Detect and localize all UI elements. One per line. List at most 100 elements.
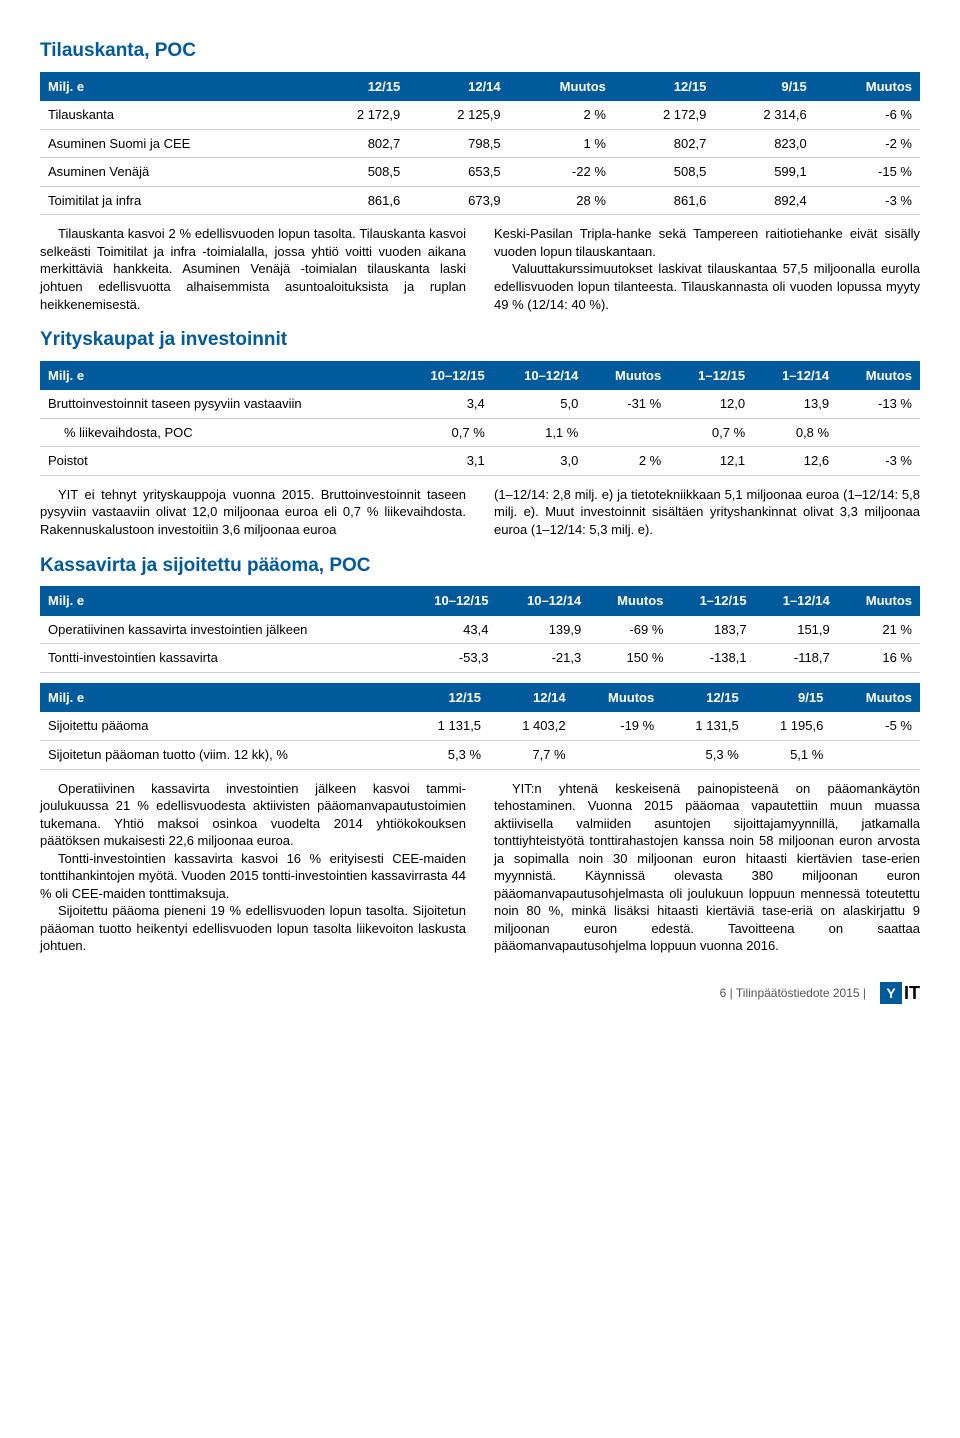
table-cell: -13 % — [837, 390, 920, 418]
table-cell: 2 172,9 — [308, 101, 408, 129]
th: 10–12/15 — [399, 361, 493, 391]
table-row: Bruttoinvestoinnit taseen pysyviin vasta… — [40, 390, 920, 418]
table-cell: -69 % — [589, 616, 671, 644]
table-cell: 673,9 — [408, 186, 508, 215]
table-cell: % liikevaihdosta, POC — [40, 418, 399, 447]
table-cell: -53,3 — [404, 644, 497, 673]
table-row: Operatiivinen kassavirta investointien j… — [40, 616, 920, 644]
table-row: Toimitilat ja infra861,6673,928 %861,689… — [40, 186, 920, 215]
table-cell: 43,4 — [404, 616, 497, 644]
table-cell: Sijoitetun pääoman tuotto (viim. 12 kk),… — [40, 740, 404, 769]
table-cell: 861,6 — [614, 186, 714, 215]
table-cell: -19 % — [574, 712, 663, 740]
table-cell: -31 % — [586, 390, 669, 418]
table-row: Sijoitettu pääoma1 131,51 403,2-19 %1 13… — [40, 712, 920, 740]
text-columns-3: Operatiivinen kassavirta investointien j… — [40, 780, 920, 955]
table-cell: Toimitilat ja infra — [40, 186, 308, 215]
th: 10–12/14 — [493, 361, 587, 391]
section-title-kassavirta: Kassavirta ja sijoitettu pääoma, POC — [40, 553, 920, 579]
table-cell: 139,9 — [496, 616, 589, 644]
para: Operatiivinen kassavirta investointien j… — [40, 780, 466, 850]
th: 9/15 — [714, 72, 814, 102]
para: YIT ei tehnyt yrityskauppoja vuonna 2015… — [40, 486, 466, 539]
table-cell: 183,7 — [671, 616, 754, 644]
para: (1–12/14: 2,8 milj. e) ja tietotekniikka… — [494, 486, 920, 539]
th: Milj. e — [40, 72, 308, 102]
table-cell: 1 195,6 — [747, 712, 832, 740]
table-cell: 12,6 — [753, 447, 837, 476]
th: 1–12/15 — [671, 586, 754, 616]
th: 12/15 — [308, 72, 408, 102]
text-columns-1: Tilauskanta kasvoi 2 % edellisvuoden lop… — [40, 225, 920, 313]
table-cell: 823,0 — [714, 129, 814, 158]
table-cell: 151,9 — [755, 616, 838, 644]
table-cell: 5,3 % — [662, 740, 747, 769]
table-row: Poistot3,13,02 %12,112,6-3 % — [40, 447, 920, 476]
table-cell: -21,3 — [496, 644, 589, 673]
table-cell: 802,7 — [308, 129, 408, 158]
table-cell: 3,0 — [493, 447, 587, 476]
th: Muutos — [815, 72, 920, 102]
table-row: Asuminen Suomi ja CEE802,7798,51 %802,78… — [40, 129, 920, 158]
table-cell: 1 131,5 — [404, 712, 489, 740]
table-cell: 2 % — [509, 101, 614, 129]
table-cell: 508,5 — [308, 158, 408, 187]
th: Milj. e — [40, 361, 399, 391]
table-cell: 2 125,9 — [408, 101, 508, 129]
table-cell: -6 % — [815, 101, 920, 129]
table-kassavirta-a: Milj. e 10–12/15 10–12/14 Muutos 1–12/15… — [40, 586, 920, 673]
para: YIT:n yhtenä keskeisenä painopisteenä on… — [494, 780, 920, 955]
table-row: Tontti-investointien kassavirta-53,3-21,… — [40, 644, 920, 673]
footer-text: 6 | Tilinpäätöstiedote 2015 | — [720, 985, 866, 1001]
table-cell: 13,9 — [753, 390, 837, 418]
table-cell: 12,0 — [669, 390, 753, 418]
page-footer: 6 | Tilinpäätöstiedote 2015 | YIT — [40, 981, 920, 1005]
table-cell: 12,1 — [669, 447, 753, 476]
th: Milj. e — [40, 586, 404, 616]
th: 10–12/14 — [496, 586, 589, 616]
table-cell: 3,1 — [399, 447, 493, 476]
table-row: % liikevaihdosta, POC0,7 %1,1 %0,7 %0,8 … — [40, 418, 920, 447]
table-cell: -118,7 — [755, 644, 838, 673]
table-cell: Asuminen Venäjä — [40, 158, 308, 187]
table-cell: -2 % — [815, 129, 920, 158]
table-cell: -22 % — [509, 158, 614, 187]
th: Muutos — [837, 361, 920, 391]
table-kassavirta-b: Milj. e 12/15 12/14 Muutos 12/15 9/15 Mu… — [40, 683, 920, 770]
table-cell: 21 % — [838, 616, 920, 644]
table-cell: 892,4 — [714, 186, 814, 215]
table-cell: 2 314,6 — [714, 101, 814, 129]
table-cell: 2 172,9 — [614, 101, 714, 129]
table-cell: 798,5 — [408, 129, 508, 158]
table-cell: -138,1 — [671, 644, 754, 673]
th: 1–12/15 — [669, 361, 753, 391]
th: 12/15 — [614, 72, 714, 102]
table-cell — [586, 418, 669, 447]
table-cell: 1 403,2 — [489, 712, 574, 740]
th: Muutos — [574, 683, 663, 713]
th: 12/15 — [662, 683, 747, 713]
table-cell: 3,4 — [399, 390, 493, 418]
table-cell: 1,1 % — [493, 418, 587, 447]
th: 9/15 — [747, 683, 832, 713]
section-title-yrityskaupat: Yrityskaupat ja investoinnit — [40, 327, 920, 353]
th: 12/14 — [489, 683, 574, 713]
th: 1–12/14 — [755, 586, 838, 616]
para: Keski-Pasilan Tripla-hanke sekä Tamperee… — [494, 225, 920, 260]
text-columns-2: YIT ei tehnyt yrityskauppoja vuonna 2015… — [40, 486, 920, 539]
table-tilauskanta: Milj. e 12/15 12/14 Muutos 12/15 9/15 Mu… — [40, 72, 920, 216]
table-cell: 508,5 — [614, 158, 714, 187]
table-cell — [574, 740, 663, 769]
table-cell: Poistot — [40, 447, 399, 476]
table-cell — [837, 418, 920, 447]
para: Valuuttakurssimuutokset laskivat tilausk… — [494, 260, 920, 313]
th: 1–12/14 — [753, 361, 837, 391]
table-cell: 1 % — [509, 129, 614, 158]
table-cell: Operatiivinen kassavirta investointien j… — [40, 616, 404, 644]
para: Tilauskanta kasvoi 2 % edellisvuoden lop… — [40, 225, 466, 313]
th: 10–12/15 — [404, 586, 497, 616]
table-cell: -15 % — [815, 158, 920, 187]
table-cell: 1 131,5 — [662, 712, 747, 740]
table-cell: 0,7 % — [669, 418, 753, 447]
table-cell: 7,7 % — [489, 740, 574, 769]
